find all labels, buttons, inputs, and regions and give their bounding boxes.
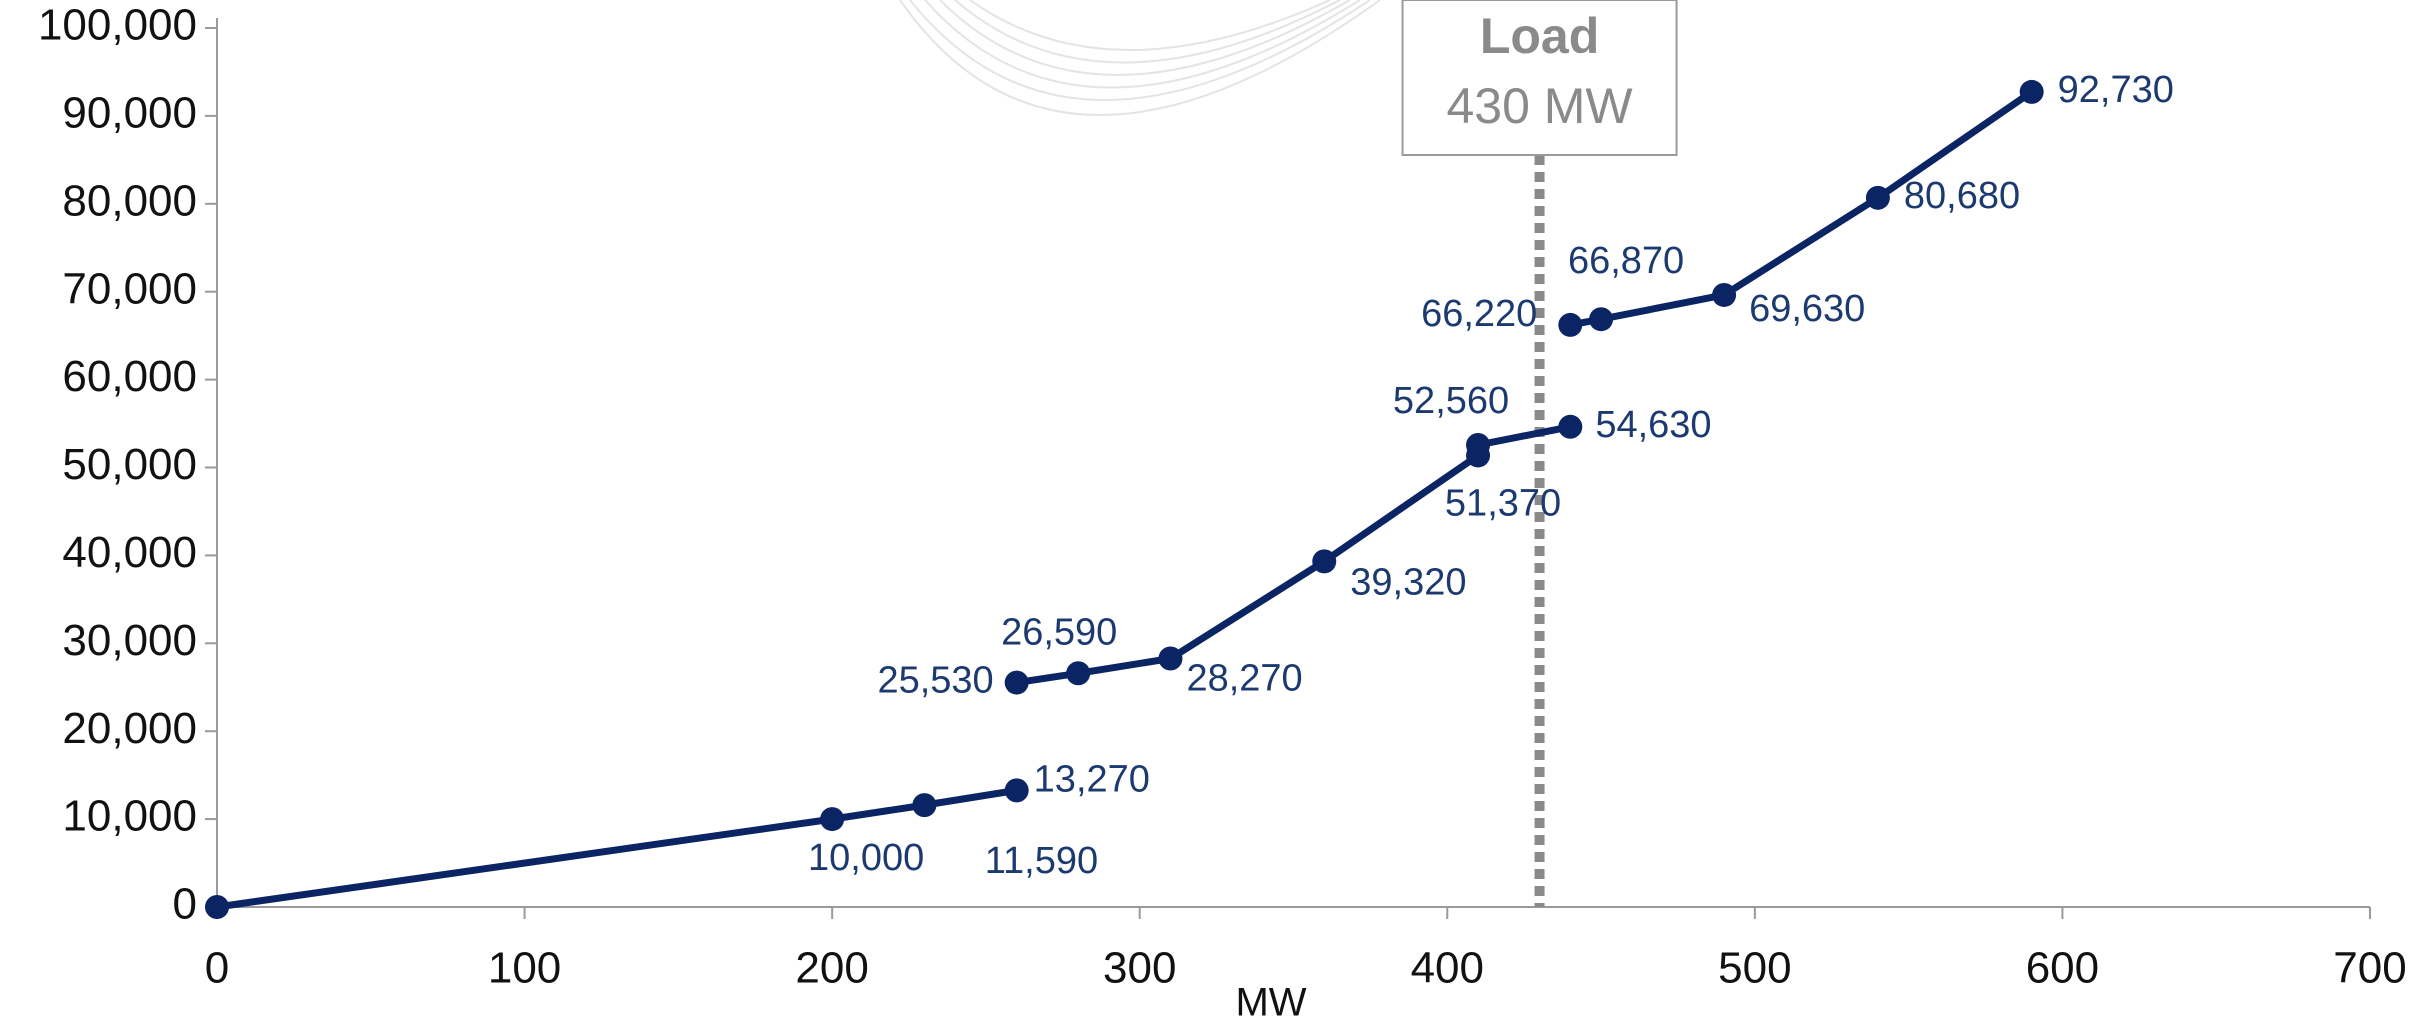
data-label: 10,000 bbox=[808, 837, 924, 879]
data-label: 26,590 bbox=[1001, 611, 1117, 653]
y-tick-label: 70,000 bbox=[62, 264, 197, 313]
data-label: 80,680 bbox=[1904, 175, 2020, 217]
data-point bbox=[1712, 283, 1736, 307]
data-label: 69,630 bbox=[1749, 288, 1865, 330]
x-tick-label: 300 bbox=[1103, 944, 1176, 993]
data-label: 13,270 bbox=[1034, 758, 1150, 800]
data-label: 92,730 bbox=[2058, 69, 2174, 111]
x-tick-label: 400 bbox=[1411, 944, 1484, 993]
x-tick-label: 700 bbox=[2333, 944, 2406, 993]
data-label: 25,530 bbox=[877, 660, 993, 702]
y-tick-label: 20,000 bbox=[62, 704, 197, 753]
x-tick-label: 200 bbox=[795, 944, 868, 993]
data-point bbox=[1558, 415, 1582, 439]
data-point bbox=[1312, 549, 1336, 573]
y-tick-label: 60,000 bbox=[62, 352, 197, 401]
data-label: 52,560 bbox=[1393, 380, 1509, 422]
data-label: 54,630 bbox=[1595, 404, 1711, 446]
data-point bbox=[205, 895, 229, 919]
chart: MW 0 10,000 20,000 30,000 40,000 50,000 60,000… bbox=[0, 0, 2420, 1027]
data-point bbox=[1066, 661, 1090, 685]
data-label: 51,370 bbox=[1445, 482, 1561, 524]
y-tick-label: 100,000 bbox=[38, 1, 197, 50]
x-axis-label: MW bbox=[1235, 981, 1306, 1025]
y-tick-label: 90,000 bbox=[62, 89, 197, 138]
load-label: 430 MW bbox=[1446, 78, 1633, 134]
x-tick-label: 600 bbox=[2026, 944, 2099, 993]
y-tick-label: 0 bbox=[173, 880, 197, 929]
data-point bbox=[1589, 307, 1613, 331]
data-label: 11,590 bbox=[985, 840, 1098, 882]
x-tick-label: 500 bbox=[1718, 944, 1791, 993]
data-point bbox=[912, 793, 936, 817]
data-label: 66,870 bbox=[1568, 240, 1684, 282]
y-tick-label: 50,000 bbox=[62, 440, 197, 489]
y-tick-label: 40,000 bbox=[62, 528, 197, 577]
data-point bbox=[2020, 80, 2044, 104]
data-label: 66,220 bbox=[1421, 293, 1537, 335]
data-point bbox=[820, 807, 844, 831]
data-point bbox=[1005, 671, 1029, 695]
load-title: Load bbox=[1480, 8, 1599, 64]
data-point bbox=[1558, 313, 1582, 337]
data-point bbox=[1866, 186, 1890, 210]
data-point bbox=[1005, 778, 1029, 802]
x-tick-label: 0 bbox=[205, 944, 229, 993]
data-point bbox=[1158, 647, 1182, 671]
x-tick-label: 100 bbox=[488, 944, 561, 993]
data-label: 39,320 bbox=[1350, 561, 1466, 603]
page: MW 0 10,000 20,000 30,000 40,000 50,000 60,000… bbox=[0, 0, 2420, 1027]
y-tick-label: 80,000 bbox=[62, 176, 197, 225]
y-tick-label: 10,000 bbox=[62, 792, 197, 841]
data-point bbox=[1466, 433, 1490, 457]
data-label: 28,270 bbox=[1186, 658, 1302, 700]
background-decoration bbox=[900, 0, 1380, 115]
y-tick-label: 30,000 bbox=[62, 616, 197, 665]
